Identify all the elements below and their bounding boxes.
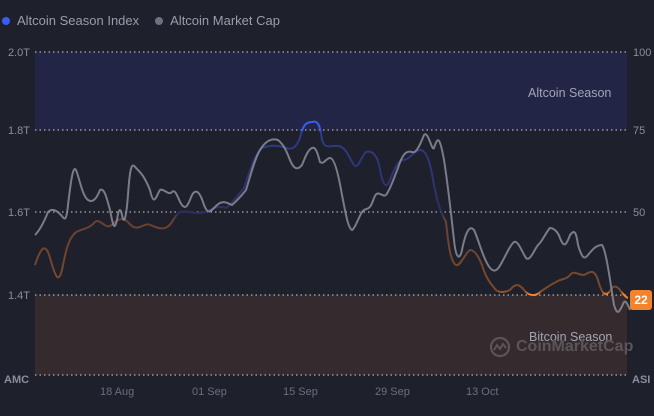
current-value-badge: 22 [630, 290, 652, 310]
legend-dot-icon [155, 16, 164, 25]
watermark-text: CoinMarketCap [516, 338, 634, 355]
amc-line [34, 133, 631, 313]
y-left-tick: 1.4T [8, 290, 31, 302]
y-right-tick: 75 [633, 125, 646, 137]
legend-dot-icon [2, 16, 10, 25]
x-tick: 18 Aug [100, 386, 135, 398]
legend-item-asi[interactable]: Altcoin Season Index [2, 13, 139, 28]
coinmarketcap-watermark: CoinMarketCap [489, 336, 633, 358]
chart-legend: Altcoin Season Index Altcoin Market Cap [2, 13, 280, 28]
x-tick: 13 Oct [466, 386, 499, 398]
legend-label: Altcoin Market Cap [170, 13, 280, 28]
right-axis-tag: ASI [632, 374, 651, 386]
x-tick: 15 Sep [283, 386, 318, 398]
altcoin-season-label: Altcoin Season [528, 86, 612, 100]
y-right-tick: 100 [633, 47, 652, 59]
bitcoin-season-zone [35, 295, 627, 375]
y-right-tick: 50 [633, 207, 646, 219]
coinmarketcap-logo-icon [489, 336, 511, 358]
y-left-tick: 1.6T [8, 207, 31, 219]
legend-item-amc[interactable]: Altcoin Market Cap [155, 13, 280, 28]
y-left-tick: 2.0T [8, 47, 31, 59]
left-axis-tag: AMC [4, 374, 30, 386]
y-left-tick: 1.8T [8, 125, 31, 137]
legend-label: Altcoin Season Index [17, 13, 140, 28]
altcoin-season-zone [35, 52, 627, 130]
bitcoin-season-label: Bitcoin Season [529, 330, 613, 344]
x-tick: 01 Sep [192, 386, 227, 398]
asi-line [34, 120, 629, 299]
x-tick: 29 Sep [375, 386, 410, 398]
